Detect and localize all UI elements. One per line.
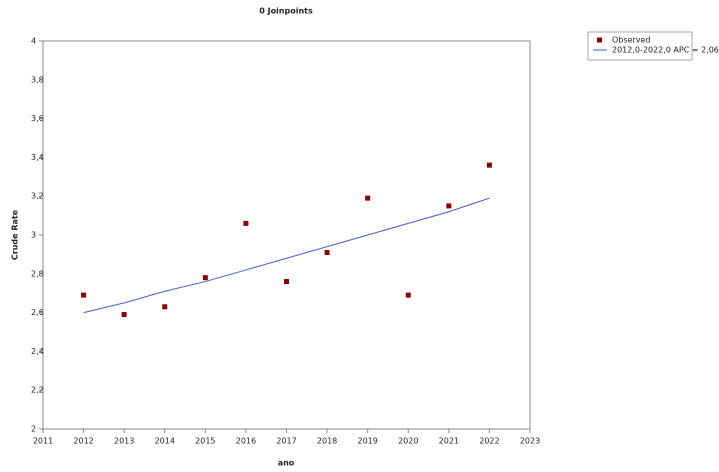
chart-title: 0 Joinpoints [259, 7, 313, 16]
data-point [284, 279, 289, 285]
legend-marker [597, 37, 602, 43]
x-tick-label: 2015 [195, 437, 215, 446]
x-tick-label: 2011 [33, 437, 53, 446]
x-tick-label: 2012 [73, 437, 93, 446]
y-tick-label: 3,4 [31, 153, 44, 162]
data-point [405, 292, 411, 298]
data-point [486, 162, 492, 168]
y-tick-label: 2,6 [31, 308, 44, 317]
y-tick-label: 3,6 [31, 114, 44, 123]
y-axis-label: Crude Rate [11, 209, 20, 260]
y-tick-label: 4 [31, 37, 36, 46]
fit-line [83, 197, 490, 314]
data-point [365, 195, 371, 201]
x-axis-label: ano [278, 459, 295, 468]
x-tick-label: 2016 [236, 437, 256, 446]
data-point [202, 275, 208, 281]
plot-frame [42, 40, 531, 430]
y-tick-label: 2,8 [31, 269, 44, 278]
data-point [243, 220, 249, 226]
y-tick-label: 2,4 [31, 347, 44, 356]
legend-label: Observed [612, 36, 651, 45]
y-tick-label: 3,8 [31, 75, 44, 84]
y-tick-label: 3 [31, 231, 36, 240]
data-point [81, 292, 87, 298]
x-tick-label: 2018 [317, 437, 337, 446]
data-point [324, 249, 330, 255]
y-tick-label: 2 [31, 425, 36, 434]
legend-label: 2012,0-2022,0 APC = 2,06* [612, 46, 719, 55]
x-tick-label: 2023 [520, 437, 540, 446]
data-point [121, 312, 127, 318]
data-point [446, 203, 452, 209]
x-tick-label: 2014 [155, 437, 175, 446]
x-tick-label: 2013 [114, 437, 134, 446]
x-tick-label: 2020 [398, 437, 418, 446]
y-tick-label: 2,2 [31, 386, 44, 395]
x-tick-label: 2021 [439, 437, 459, 446]
y-tick-label: 3,2 [31, 192, 44, 201]
x-tick-label: 2022 [479, 437, 499, 446]
x-tick-label: 2019 [357, 437, 377, 446]
legend-box [587, 31, 693, 61]
data-point [162, 304, 168, 310]
x-tick-label: 2017 [276, 437, 296, 446]
